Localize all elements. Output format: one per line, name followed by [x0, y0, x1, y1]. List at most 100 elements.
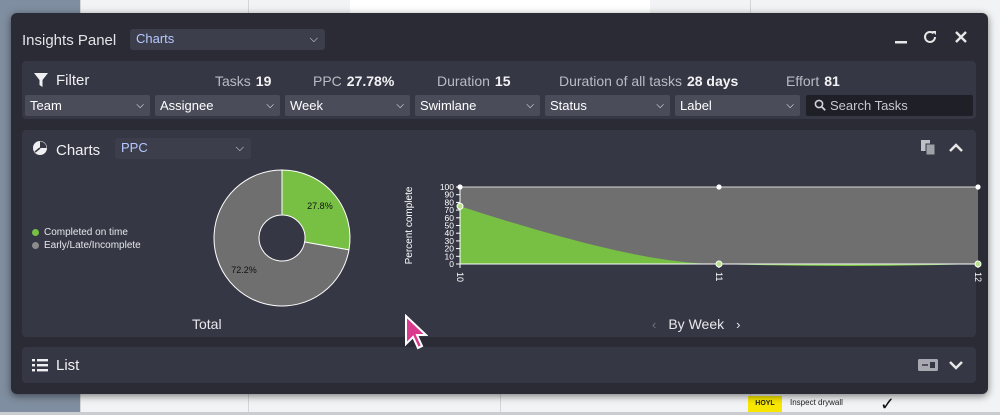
legend-dot: [32, 229, 39, 236]
panel-title: Insights Panel: [22, 32, 117, 49]
y-tick-label: 90: [445, 190, 455, 200]
background-check-icon: ✓: [880, 394, 896, 414]
point-incomplete: [975, 184, 981, 190]
point-completed: [974, 260, 982, 268]
swimlane-select-label: Swimlane: [420, 98, 477, 113]
x-tick-label: 10: [455, 272, 465, 282]
stat-label: Duration: [437, 73, 490, 89]
team-select[interactable]: Team ⌵: [25, 95, 150, 116]
chevron-down-icon: ⌵: [656, 100, 664, 111]
view-select-value: Charts: [136, 31, 175, 46]
legend-item: Early/Late/Incomplete: [32, 239, 141, 252]
slice-label: 27.8%: [307, 201, 333, 211]
week-select-label: Week: [290, 98, 323, 113]
stat-label: Tasks: [215, 73, 251, 89]
filter-title: Filter: [56, 72, 90, 89]
metric-select-value: PPC: [121, 140, 148, 155]
legend-item: Completed on time: [32, 226, 141, 239]
team-select-label: Team: [30, 98, 62, 113]
search-icon: [814, 99, 826, 111]
chevron-down-icon: ⌵: [266, 100, 274, 111]
y-tick-label: 0: [449, 259, 454, 269]
label-select-label: Label: [680, 98, 712, 113]
prev-week-button[interactable]: ‹: [652, 317, 657, 332]
ppc-donut-chart: 27.8% 72.2%: [213, 169, 351, 307]
metric-select[interactable]: PPC ⌵: [115, 138, 251, 159]
minimize-icon[interactable]: [891, 29, 911, 49]
x-tick-label: 12: [973, 272, 982, 282]
byweek-nav: ‹ By Week ›: [652, 316, 740, 332]
stat-label: PPC: [313, 73, 342, 89]
stat-value: 15: [494, 73, 511, 89]
chevron-down-icon: ⌵: [309, 33, 318, 45]
stat-duration-all: Duration of all tasks 28 days: [559, 73, 738, 89]
filter-section: Filter Tasks 19 PPC 27.78% Duration 15 Dura…: [22, 61, 976, 119]
csv-icon[interactable]: [917, 357, 939, 378]
background-task-tag: HOYL: [748, 396, 782, 412]
close-icon[interactable]: [951, 29, 971, 49]
y-tick-label: 80: [445, 197, 455, 207]
y-tick-label: 100: [440, 184, 454, 192]
y-tick-label: 10: [445, 251, 455, 261]
chevron-down-icon: ⌵: [786, 100, 794, 111]
chevron-down-icon[interactable]: [947, 358, 965, 377]
assignee-select-label: Assignee: [160, 98, 214, 113]
donut-slice: [213, 169, 350, 307]
stat-duration: Duration 15: [437, 73, 511, 89]
week-select[interactable]: Week ⌵: [285, 95, 410, 116]
background-task-text: Inspect drywall: [790, 398, 843, 407]
refresh-icon[interactable]: [920, 29, 940, 49]
y-tick-label: 50: [445, 221, 455, 231]
stat-value: 27.78%: [346, 73, 395, 89]
stat-effort: Effort 81: [786, 73, 840, 89]
y-axis-label: Percent complete: [404, 186, 415, 264]
point-incomplete: [457, 184, 463, 190]
legend-label: Completed on time: [44, 227, 128, 238]
charts-title: Charts: [56, 142, 101, 159]
list-title: List: [56, 357, 80, 374]
list-icon: [32, 359, 48, 372]
insights-panel: Insights Panel Charts ⌵ Filter Tasks 19 P…: [11, 13, 988, 394]
status-select-label: Status: [550, 98, 587, 113]
stat-value: 28 days: [686, 73, 739, 89]
y-tick-label: 70: [445, 205, 455, 215]
y-tick-label: 60: [445, 213, 455, 223]
search-placeholder: Search Tasks: [830, 98, 908, 113]
charts-section: Charts PPC ⌵ Completed on time Early/Lat…: [22, 130, 982, 337]
list-section: List: [22, 347, 976, 383]
point-completed: [456, 202, 464, 210]
assignee-select[interactable]: Assignee ⌵: [155, 95, 280, 116]
chevron-down-icon: ⌵: [235, 142, 244, 154]
mouse-cursor-icon: [405, 314, 428, 350]
legend-label: Early/Late/Incomplete: [44, 240, 141, 251]
byweek-label: By Week: [668, 316, 725, 332]
y-tick-label: 30: [445, 236, 455, 246]
pie-legend: Completed on time Early/Late/Incomplete: [32, 226, 141, 252]
copy-icon[interactable]: [919, 138, 937, 161]
slice-label: 72.2%: [231, 265, 257, 275]
view-select[interactable]: Charts ⌵: [130, 29, 325, 50]
chart-icon: [33, 141, 47, 155]
status-select[interactable]: Status ⌵: [545, 95, 670, 116]
x-tick-label: 11: [714, 272, 724, 281]
point-incomplete: [716, 184, 722, 190]
point-completed: [715, 260, 723, 268]
stat-label: Duration of all tasks: [559, 73, 682, 89]
search-input[interactable]: Search Tasks: [806, 95, 973, 116]
chevron-down-icon: ⌵: [396, 100, 404, 111]
next-week-button[interactable]: ›: [736, 317, 741, 332]
swimlane-select[interactable]: Swimlane ⌵: [415, 95, 540, 116]
panel-titlebar[interactable]: Insights Panel Charts ⌵: [11, 13, 988, 61]
chevron-down-icon: ⌵: [136, 100, 144, 111]
stat-value: 19: [255, 73, 272, 89]
y-tick-label: 40: [445, 228, 455, 238]
donut-slice: [281, 169, 351, 251]
total-label: Total: [192, 316, 222, 332]
stat-value: 81: [824, 73, 840, 89]
filter-funnel-icon: [34, 73, 48, 87]
label-select[interactable]: Label ⌵: [675, 95, 800, 116]
y-tick-label: 20: [445, 244, 455, 254]
area-series-completed: [460, 206, 978, 266]
chevron-up-icon[interactable]: [947, 140, 965, 159]
